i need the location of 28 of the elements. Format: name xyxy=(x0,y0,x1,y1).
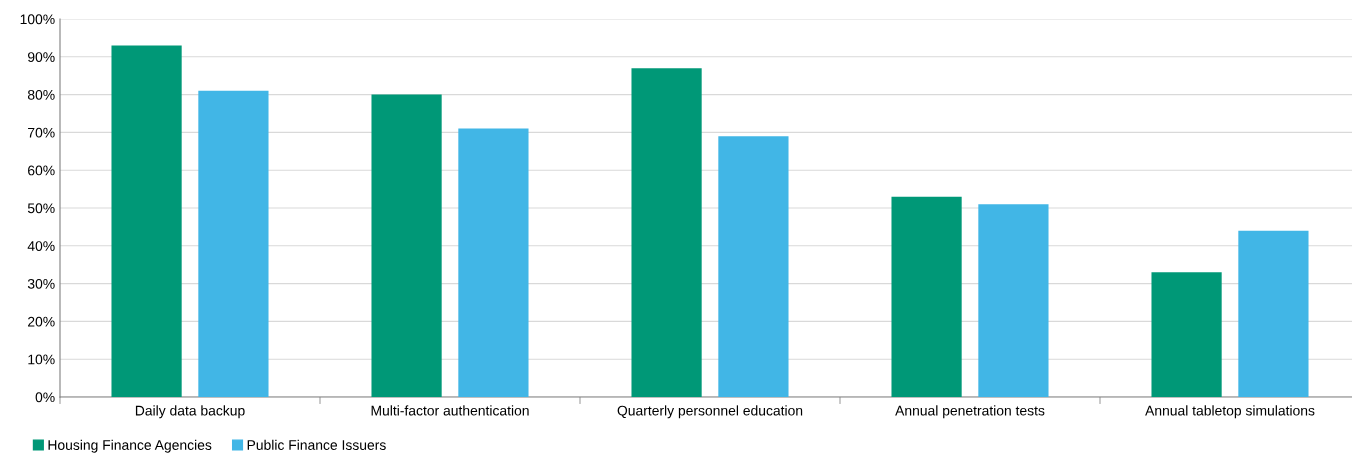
bar xyxy=(631,68,702,397)
legend-label: Housing Finance Agencies xyxy=(48,439,212,453)
x-tick-label: Daily data backup xyxy=(135,405,245,419)
y-tick-label: 0% xyxy=(35,392,55,403)
x-tick-label: Annual tabletop simulations xyxy=(1145,405,1315,419)
bar xyxy=(458,128,529,397)
y-tick-label: 40% xyxy=(27,241,55,251)
legend-label: Public Finance Issuers xyxy=(247,439,386,450)
x-tick-label: Multi-factor authentication xyxy=(371,405,529,416)
y-tick-label: 10% xyxy=(28,354,55,365)
y-tick-label: 20% xyxy=(28,316,55,327)
bar xyxy=(1238,230,1309,397)
y-tick-label: 100% xyxy=(20,14,55,25)
bar xyxy=(111,45,182,397)
y-tick-label: 30% xyxy=(27,278,55,289)
y-tick-label: 80% xyxy=(27,89,55,100)
bar xyxy=(891,196,962,397)
bar xyxy=(978,204,1049,397)
x-tick-label: Annual penetration tests xyxy=(895,405,1045,419)
y-tick-label: 90% xyxy=(27,52,55,62)
y-tick-label: 50% xyxy=(27,203,55,214)
bar xyxy=(198,90,269,397)
y-tick-label: 60% xyxy=(28,165,55,176)
x-tick-label: Quarterly personnel education xyxy=(617,405,803,419)
bar xyxy=(718,136,789,397)
bar xyxy=(1151,272,1222,397)
bar xyxy=(371,94,442,397)
y-tick-label: 70% xyxy=(28,127,55,138)
